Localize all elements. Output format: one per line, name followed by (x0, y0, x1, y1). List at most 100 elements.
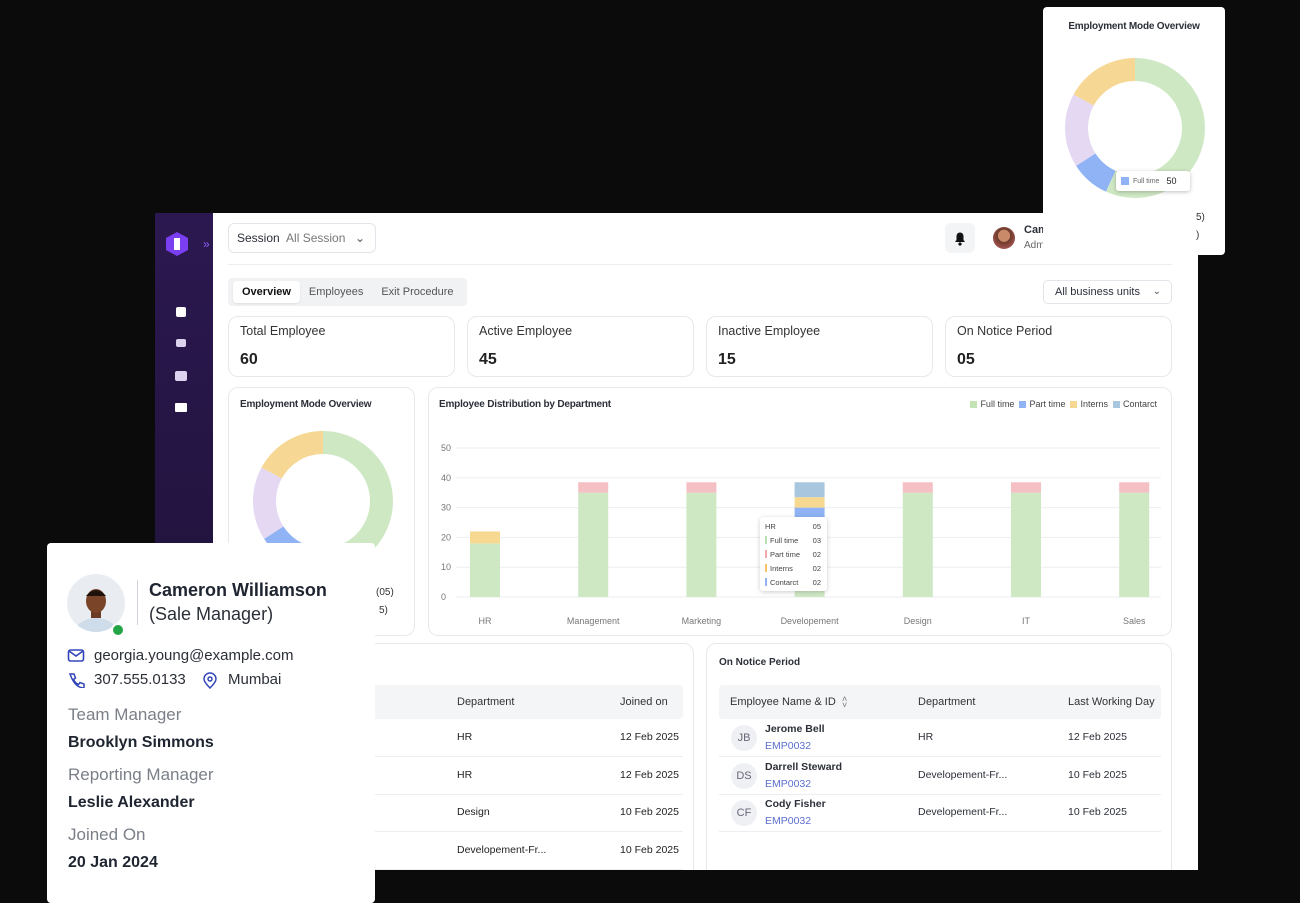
table-cell: 10 Feb 2025 (1068, 768, 1127, 781)
header-divider (228, 264, 1172, 265)
bar-segment (578, 492, 609, 597)
legend-swatch (1070, 400, 1078, 408)
donut-segment (253, 467, 284, 539)
row-divider (241, 793, 683, 795)
initials-avatar: CF (731, 800, 757, 826)
user-avatar[interactable] (993, 227, 1015, 249)
tab[interactable]: Exit Procedure (381, 286, 454, 298)
table-cell: 12 Feb 2025 (1068, 731, 1127, 743)
stat-label: Active Employee (479, 324, 573, 338)
tab-bar: Overview Employees Exit Procedure (228, 278, 467, 306)
bar-segment (578, 482, 609, 493)
session-dropdown[interactable]: Session All Session ⌄ (228, 223, 376, 253)
stat-card: Total Employee 60 (228, 316, 455, 377)
nav-dashboard[interactable] (176, 307, 186, 317)
row-divider (719, 756, 1161, 757)
legend-label: Contarct (1122, 399, 1157, 409)
legend-fragment: 5) (1196, 212, 1205, 223)
bar-segment (470, 543, 500, 597)
donut-segment (293, 431, 393, 571)
field-label: Team Manager (68, 705, 182, 724)
nav-employees[interactable] (176, 339, 186, 347)
nav-organization[interactable] (175, 371, 187, 381)
tooltip-label: Part time (770, 550, 801, 559)
table-cell: 12 Feb 2025 (620, 731, 679, 743)
stat-value: 60 (240, 351, 258, 368)
legend-fragment: ) (1196, 230, 1200, 241)
y-tick-label: 30 (441, 503, 451, 513)
legend-fragment: 5) (379, 605, 388, 616)
legend-fragment: (05) (376, 587, 394, 598)
tooltip-title: HR (765, 522, 776, 531)
online-status (111, 623, 125, 637)
field-value: Brooklyn Simmons (68, 734, 214, 751)
tab[interactable]: Employees (308, 286, 364, 298)
row-divider (241, 831, 683, 832)
stat-label: Inactive Employee (718, 324, 821, 338)
field-value: Leslie Alexander (68, 794, 195, 811)
table-cell: HR (457, 731, 473, 743)
stat-label: Total Employee (240, 324, 326, 338)
table-cell: Developement-Fr... (918, 806, 1008, 818)
phone-icon (68, 673, 85, 688)
table-header-row (719, 685, 1161, 719)
initials-avatar: DS (731, 762, 757, 789)
profile-title: (Sale Manager) (149, 604, 274, 624)
nav-documents[interactable] (175, 403, 187, 412)
table-cell: Developement-Fr... (457, 843, 547, 856)
initials-avatar: JB (731, 725, 757, 751)
chevron: ⌄ (1152, 286, 1161, 297)
legend-label: Full time (980, 399, 1015, 409)
tooltip-swatch (765, 564, 767, 572)
x-tick-label: Management (567, 616, 620, 626)
bell-icon (955, 232, 965, 246)
legend: Full time Part time Interns Contarct (970, 399, 1157, 409)
table-cell: 10 Feb 2025 (1068, 806, 1127, 818)
bar-chart: 0 10 20 30 40 50 HR Management Marketing Develope… (441, 443, 1161, 626)
table-cell: HR (918, 731, 934, 743)
bar-segment (686, 492, 717, 597)
tooltip-swatch (765, 536, 767, 544)
tooltip-value: 50 (1166, 176, 1177, 186)
legend-item: Part time (1019, 399, 1065, 409)
tab[interactable]: Overview (233, 281, 300, 303)
notification-bell[interactable] (945, 223, 975, 253)
email: georgia.young@example.com (94, 647, 294, 664)
stat-value: 05 (957, 351, 975, 368)
row-divider (241, 868, 683, 870)
tooltip-label: Interns (770, 564, 793, 573)
row-divider (241, 756, 683, 757)
donut-chart (1065, 58, 1205, 199)
sort-icon[interactable]: ˄ ˅ (842, 694, 848, 710)
column-header: Department (918, 696, 976, 708)
employee-name: Darrell Steward (765, 760, 843, 773)
stat-card: On Notice Period 05 (945, 316, 1172, 377)
y-tick-label: 10 (441, 562, 451, 572)
logo: » (166, 232, 210, 256)
x-tick-label: Developement (781, 616, 840, 626)
table-cell: Developement-Fr... (918, 768, 1008, 781)
business-unit-dropdown[interactable]: All business units ⌄ (1043, 280, 1172, 304)
location: Mumbai (228, 671, 282, 688)
column-header: Department (457, 696, 515, 708)
session-label: Session (237, 231, 280, 245)
stat-card: Inactive Employee 15 (706, 316, 933, 377)
stat-label: On Notice Period (957, 324, 1053, 338)
profile-name: Cameron Williamson (149, 580, 327, 600)
employee-name: Cody Fisher (765, 798, 826, 810)
employee-id: EMP0032 (765, 815, 812, 827)
floating-donut-card: Employment Mode Overview Full time 50 5)) (1043, 7, 1225, 255)
field-value: 20 Jan 2024 (68, 854, 158, 871)
business-unit-label: All business units (1055, 286, 1140, 298)
donut-tooltip: Full time 50 (1116, 171, 1190, 191)
tooltip-label: Full time (1133, 177, 1160, 185)
session-value: All Session (286, 231, 346, 245)
email-icon (67, 649, 85, 662)
legend-item: Full time (970, 399, 1014, 409)
tooltip-value: 02 (812, 578, 821, 587)
card-title: Employment Mode Overview (240, 399, 372, 410)
bar-segment (470, 531, 500, 544)
chart-tooltip: HR 05 Full time 03 Part time 02 Interns 02 Conta… (760, 517, 827, 591)
column-header: Last Working Day (1068, 696, 1155, 708)
column-header: Employee Name & ID (730, 696, 836, 708)
